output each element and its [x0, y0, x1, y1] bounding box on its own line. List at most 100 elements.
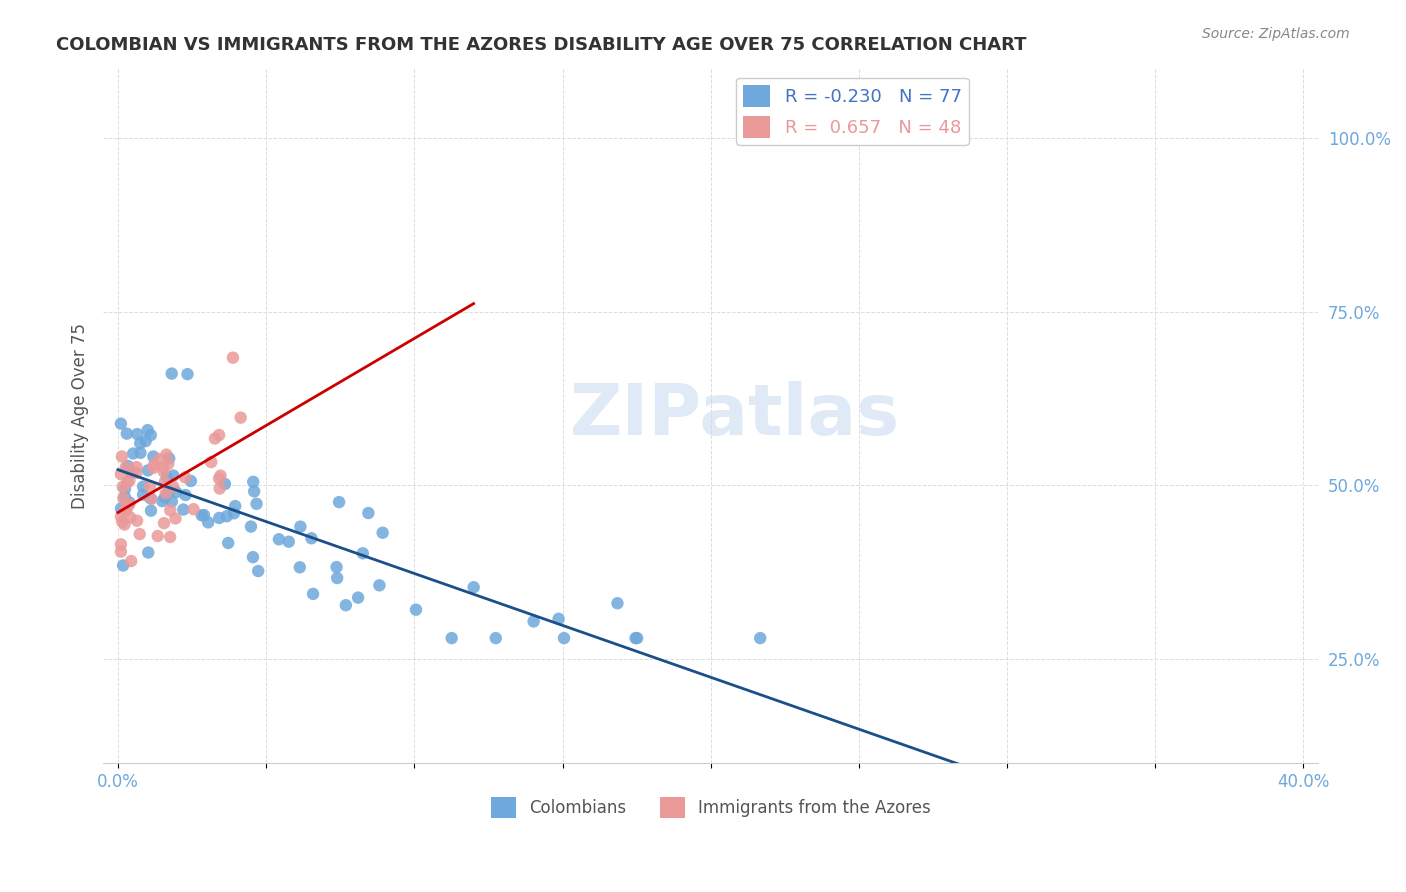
Immigrants from the Azores: [120, 510, 142, 524]
Immigrants from the Azores: [128, 527, 150, 541]
Colombians: [290, 519, 312, 533]
Immigrants from the Azores: [125, 466, 148, 480]
Colombians: [224, 499, 246, 513]
Colombians: [301, 531, 323, 545]
Immigrants from the Azores: [155, 448, 177, 462]
Text: ZIPatlas: ZIPatlas: [569, 381, 900, 450]
Colombians: [440, 631, 463, 645]
Colombians: [326, 571, 349, 585]
Immigrants from the Azores: [208, 428, 231, 442]
Immigrants from the Azores: [111, 450, 134, 464]
Colombians: [115, 426, 138, 441]
Immigrants from the Azores: [174, 470, 197, 484]
Immigrants from the Azores: [153, 516, 176, 531]
Colombians: [277, 534, 299, 549]
Colombians: [157, 451, 180, 466]
Colombians: [626, 631, 648, 645]
Immigrants from the Azores: [115, 503, 138, 517]
Immigrants from the Azores: [229, 410, 252, 425]
Immigrants from the Azores: [208, 482, 231, 496]
Immigrants from the Azores: [222, 351, 245, 365]
Y-axis label: Disability Age Over 75: Disability Age Over 75: [72, 323, 89, 508]
Colombians: [176, 367, 198, 381]
Colombians: [132, 480, 155, 494]
Colombians: [357, 506, 380, 520]
Immigrants from the Azores: [111, 480, 134, 494]
Colombians: [174, 488, 197, 502]
Immigrants from the Azores: [139, 479, 162, 493]
Colombians: [136, 423, 159, 437]
Colombians: [110, 501, 132, 516]
Colombians: [129, 446, 152, 460]
Colombians: [117, 458, 139, 473]
Immigrants from the Azores: [152, 464, 174, 478]
Colombians: [150, 494, 173, 508]
Colombians: [160, 494, 183, 508]
Colombians: [328, 495, 350, 509]
Colombians: [114, 490, 136, 504]
Colombians: [197, 516, 219, 530]
Colombians: [214, 477, 236, 491]
Colombians: [247, 564, 270, 578]
Colombians: [624, 631, 647, 645]
Immigrants from the Azores: [110, 509, 132, 524]
Colombians: [112, 558, 135, 573]
Immigrants from the Azores: [162, 480, 184, 494]
Colombians: [405, 603, 427, 617]
Colombians: [302, 587, 325, 601]
Colombians: [547, 612, 569, 626]
Colombians: [136, 545, 159, 559]
Colombians: [156, 470, 179, 484]
Immigrants from the Azores: [157, 457, 180, 471]
Immigrants from the Azores: [112, 491, 135, 506]
Immigrants from the Azores: [111, 515, 134, 529]
Colombians: [215, 509, 238, 524]
Text: COLOMBIAN VS IMMIGRANTS FROM THE AZORES DISABILITY AGE OVER 75 CORRELATION CHART: COLOMBIAN VS IMMIGRANTS FROM THE AZORES …: [56, 36, 1026, 54]
Colombians: [160, 367, 183, 381]
Colombians: [121, 466, 143, 480]
Colombians: [217, 536, 239, 550]
Colombians: [239, 519, 262, 533]
Colombians: [136, 463, 159, 477]
Colombians: [347, 591, 370, 605]
Colombians: [190, 508, 212, 523]
Colombians: [245, 497, 267, 511]
Colombians: [127, 427, 149, 442]
Colombians: [335, 598, 357, 612]
Immigrants from the Azores: [118, 498, 141, 512]
Immigrants from the Azores: [153, 475, 176, 489]
Immigrants from the Azores: [110, 467, 132, 482]
Colombians: [267, 533, 290, 547]
Immigrants from the Azores: [200, 455, 222, 469]
Colombians: [242, 475, 264, 489]
Colombians: [122, 446, 145, 460]
Immigrants from the Azores: [143, 458, 166, 472]
Colombians: [553, 631, 575, 645]
Colombians: [325, 560, 347, 574]
Colombians: [139, 503, 162, 517]
Legend: Colombians, Immigrants from the Azores: Colombians, Immigrants from the Azores: [484, 790, 938, 824]
Immigrants from the Azores: [146, 529, 169, 543]
Colombians: [172, 502, 194, 516]
Colombians: [749, 631, 772, 645]
Immigrants from the Azores: [110, 537, 132, 551]
Colombians: [139, 428, 162, 442]
Colombians: [132, 488, 155, 502]
Colombians: [118, 495, 141, 509]
Colombians: [114, 482, 136, 496]
Colombians: [242, 550, 264, 565]
Immigrants from the Azores: [120, 554, 142, 568]
Immigrants from the Azores: [204, 432, 226, 446]
Immigrants from the Azores: [114, 517, 136, 532]
Colombians: [142, 450, 165, 464]
Text: Source: ZipAtlas.com: Source: ZipAtlas.com: [1202, 27, 1350, 41]
Colombians: [153, 490, 176, 504]
Immigrants from the Azores: [125, 460, 148, 475]
Colombians: [243, 484, 266, 499]
Colombians: [157, 484, 180, 499]
Immigrants from the Azores: [152, 459, 174, 474]
Colombians: [368, 578, 391, 592]
Colombians: [222, 506, 245, 520]
Immigrants from the Azores: [141, 491, 163, 506]
Colombians: [110, 417, 132, 431]
